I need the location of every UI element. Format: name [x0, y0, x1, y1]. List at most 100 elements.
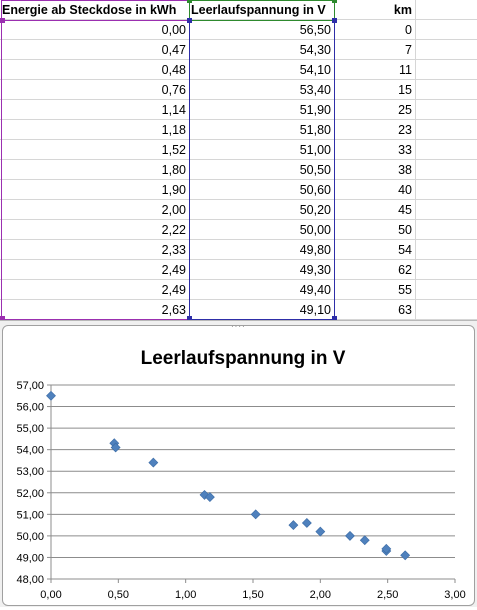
header-row: Energie ab Steckdose in kWh Leerlaufspann… [0, 0, 477, 20]
y-tick-label: 51,00 [16, 509, 44, 521]
table-cell[interactable]: 49,30 [299, 263, 331, 277]
table-cell[interactable]: 2,22 [161, 223, 186, 237]
table-cell[interactable]: 1,14 [161, 103, 186, 117]
range-resize-handle[interactable] [0, 18, 5, 23]
table-row: 1,18 51,80 23 [0, 120, 477, 140]
range-resize-handle[interactable] [187, 0, 192, 3]
table-cell[interactable]: 49,40 [299, 283, 331, 297]
table-cell[interactable]: 0,76 [161, 83, 186, 97]
table-cell[interactable]: 51,80 [299, 123, 331, 137]
table-cell[interactable]: 25 [398, 103, 412, 117]
y-tick-label: 54,00 [16, 445, 44, 457]
column-header-cell[interactable]: km [393, 3, 412, 17]
table-cell[interactable]: 53,40 [299, 83, 331, 97]
range-resize-handle[interactable] [0, 316, 5, 321]
table-cell[interactable]: 1,80 [161, 163, 186, 177]
table-cell[interactable]: 63 [398, 303, 412, 317]
y-tick-label: 48,00 [16, 574, 44, 586]
column-header-cell[interactable]: Leerlaufspannung in V [191, 3, 326, 17]
table-cell[interactable]: 2,33 [161, 243, 186, 257]
data-point [301, 518, 312, 528]
table-row: 2,63 49,10 63 [0, 300, 477, 320]
table-cell[interactable]: 54,10 [299, 63, 331, 77]
column-divider [415, 0, 416, 320]
table-cell[interactable]: 51,00 [299, 143, 331, 157]
table-cell[interactable]: 40 [398, 183, 412, 197]
data-points [46, 390, 411, 561]
table-cell[interactable]: 62 [398, 263, 412, 277]
y-tick-label: 53,00 [16, 466, 44, 478]
data-point [148, 457, 159, 468]
table-cell[interactable]: 50,20 [299, 203, 331, 217]
table-cell[interactable]: 56,50 [299, 23, 331, 37]
table-cell[interactable]: 51,90 [299, 103, 331, 117]
range-resize-handle[interactable] [187, 18, 192, 23]
data-point [400, 550, 411, 561]
table-cell[interactable]: 38 [398, 163, 412, 177]
x-tick-label: 0,00 [40, 589, 61, 601]
x-tick-label: 2,00 [310, 589, 331, 601]
table-cell[interactable]: 54,30 [299, 43, 331, 57]
table-row: 2,49 49,30 62 [0, 260, 477, 280]
table-cell[interactable]: 11 [399, 63, 412, 77]
chart-container: ···· Leerlaufspannung in V 48,00 49,00 50,… [0, 320, 477, 607]
table-cell[interactable]: 1,52 [161, 143, 186, 157]
data-point [315, 526, 326, 537]
table-cell[interactable]: 50,50 [299, 163, 331, 177]
table-cell[interactable]: 0,48 [161, 63, 186, 77]
range-resize-handle[interactable] [332, 0, 337, 3]
data-point [288, 520, 299, 531]
x-tick-label: 1,00 [175, 589, 196, 601]
data-point [359, 535, 370, 546]
data-point [46, 390, 56, 401]
y-tick-label: 50,00 [16, 531, 44, 543]
range-resize-handle[interactable] [332, 316, 337, 321]
table-cell[interactable]: 0,47 [161, 43, 186, 57]
table-cell[interactable]: 2,63 [161, 303, 186, 317]
table-cell[interactable]: 2,49 [161, 283, 186, 297]
table-cell[interactable]: 50,00 [299, 223, 331, 237]
data-point [204, 492, 215, 503]
table-row: 1,52 51,00 33 [0, 140, 477, 160]
table-cell[interactable]: 49,10 [299, 303, 331, 317]
table-cell[interactable]: 0 [405, 23, 412, 37]
table-cell[interactable]: 1,18 [161, 123, 186, 137]
table-cell[interactable]: 45 [398, 203, 412, 217]
axes [47, 384, 456, 583]
y-tick-label: 49,00 [16, 552, 44, 564]
tick-labels: 48,00 49,00 50,00 51,00 52,00 53,00 54,00 55,00… [16, 380, 465, 601]
y-tick-label: 57,00 [16, 380, 44, 392]
table-cell[interactable]: 49,80 [299, 243, 331, 257]
y-tick-label: 56,00 [16, 402, 44, 414]
table-cell[interactable]: 2,00 [161, 203, 186, 217]
range-resize-handle[interactable] [187, 316, 192, 321]
x-tick-label: 0,50 [108, 589, 129, 601]
table-cell[interactable]: 0,00 [161, 23, 186, 37]
table-cell[interactable]: 1,90 [161, 183, 186, 197]
table-row: 2,49 49,40 55 [0, 280, 477, 300]
column-header-cell[interactable]: Energie ab Steckdose in kWh [2, 3, 177, 17]
table-cell[interactable]: 15 [398, 83, 412, 97]
gridlines [51, 384, 455, 558]
table-cell[interactable]: 2,49 [161, 263, 186, 277]
chart-area[interactable]: ···· Leerlaufspannung in V 48,00 49,00 50,… [2, 322, 475, 606]
data-point [345, 530, 355, 541]
range-resize-handle[interactable] [332, 18, 337, 23]
table-row: 2,00 50,20 45 [0, 200, 477, 220]
x-tick-label: 1,50 [242, 589, 263, 601]
table-cell[interactable]: 55 [398, 283, 412, 297]
table-cell[interactable]: 7 [405, 43, 412, 57]
table-cell[interactable]: 54 [398, 243, 412, 257]
table-cell[interactable]: 23 [398, 123, 412, 137]
chart-resize-handle[interactable]: ···· [231, 322, 246, 331]
table-cell[interactable]: 50 [398, 223, 412, 237]
table-cell[interactable]: 50,60 [299, 183, 331, 197]
table-cell[interactable]: 33 [398, 143, 412, 157]
data-point [110, 442, 121, 453]
table-row: 1,14 51,90 25 [0, 100, 477, 120]
table-row: 2,33 49,80 54 [0, 240, 477, 260]
data-point [381, 543, 392, 554]
chart-title: Leerlaufspannung in V [141, 348, 346, 369]
scatter-chart: Leerlaufspannung in V 48,00 49,00 50,00 51,… [16, 348, 465, 601]
table-row: 2,22 50,00 50 [0, 220, 477, 240]
